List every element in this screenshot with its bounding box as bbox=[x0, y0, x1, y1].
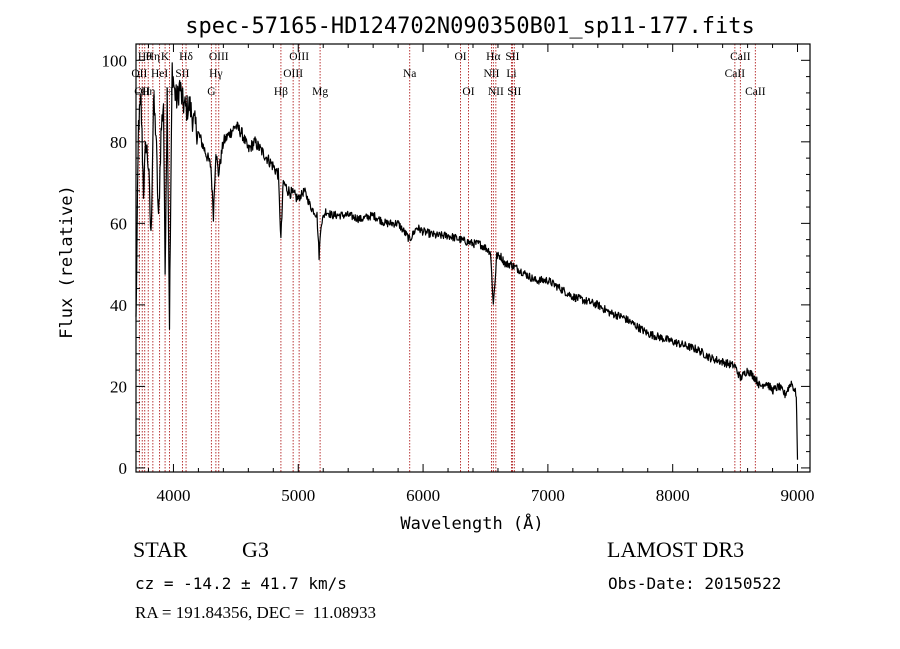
line-marker-label: OIII bbox=[283, 68, 303, 80]
x-tick-label: 9000 bbox=[781, 486, 815, 505]
y-tick-label: 80 bbox=[110, 133, 127, 152]
spectrum-line bbox=[135, 62, 799, 460]
line-marker-label: Li bbox=[506, 68, 516, 80]
line-marker-label: OI bbox=[462, 86, 474, 98]
line-marker-label: OII bbox=[134, 86, 150, 98]
line-marker-label: SII bbox=[507, 86, 521, 98]
observation-date: Obs-Date: 20150522 bbox=[608, 574, 782, 593]
x-tick-label: 6000 bbox=[406, 486, 440, 505]
line-marker-label: Hη bbox=[146, 51, 160, 63]
object-class: STAR bbox=[133, 537, 188, 562]
y-tick-label: 60 bbox=[110, 214, 127, 233]
y-tick-label: 20 bbox=[110, 377, 127, 396]
x-tick-label: 5000 bbox=[281, 486, 315, 505]
redshift-cz: cz = -14.2 ± 41.7 km/s bbox=[135, 574, 347, 593]
line-marker-label: K bbox=[161, 51, 170, 63]
tick-labels: 4000 5000 6000 7000 8000 9000 0 20 40 60 80 100 bbox=[102, 51, 815, 505]
line-markers bbox=[138, 44, 756, 472]
line-marker-label: CaII bbox=[725, 68, 746, 80]
line-marker-label: Hδ bbox=[179, 51, 193, 63]
line-marker-label: CaII bbox=[745, 86, 766, 98]
line-marker-label: G bbox=[207, 86, 215, 98]
object-subclass: G3 bbox=[242, 537, 269, 562]
survey-name: LAMOST DR3 bbox=[607, 537, 745, 562]
line-marker-label: Na bbox=[403, 68, 416, 80]
plot-frame bbox=[135, 43, 811, 473]
line-marker-label: Hγ bbox=[209, 68, 222, 80]
line-marker-label: Hβ bbox=[274, 86, 288, 98]
x-tick-label: 8000 bbox=[656, 486, 690, 505]
y-tick-label: 100 bbox=[102, 51, 128, 70]
line-marker-label: Hη bbox=[141, 86, 155, 98]
line-marker-labels: OIIOIIHθHηHηHeIKHSIIHδGHγOIIIHβOIIIOIIIM… bbox=[131, 51, 765, 98]
line-marker-label: NII bbox=[483, 68, 499, 80]
ra-dec: RA = 191.84356, DEC = 11.08933 bbox=[135, 603, 376, 622]
line-marker-label: SII bbox=[505, 51, 519, 63]
x-axis-label: Wavelength (Å) bbox=[400, 512, 543, 534]
x-tick-label: 4000 bbox=[156, 486, 190, 505]
line-marker-label: SII bbox=[175, 68, 189, 80]
axis-ticks bbox=[136, 44, 810, 472]
line-marker-label: CaII bbox=[730, 51, 751, 63]
line-marker-label: HeI bbox=[151, 68, 168, 80]
line-marker-label: OIII bbox=[209, 51, 229, 63]
line-marker-label: Hα bbox=[486, 51, 500, 63]
x-tick-label: 7000 bbox=[531, 486, 565, 505]
line-marker-label: OI bbox=[454, 51, 466, 63]
line-marker-label: NII bbox=[488, 86, 504, 98]
line-marker-label: Mg bbox=[312, 86, 328, 98]
line-marker-label: OIII bbox=[289, 51, 309, 63]
y-axis-label: Flux (relative) bbox=[57, 185, 77, 339]
line-marker-label: OII bbox=[131, 68, 147, 80]
y-tick-label: 40 bbox=[110, 296, 127, 315]
chart-title: spec-57165-HD124702N090350B01_sp11-177.f… bbox=[185, 14, 755, 39]
y-tick-label: 0 bbox=[119, 459, 128, 478]
line-marker-label: H bbox=[165, 86, 173, 98]
